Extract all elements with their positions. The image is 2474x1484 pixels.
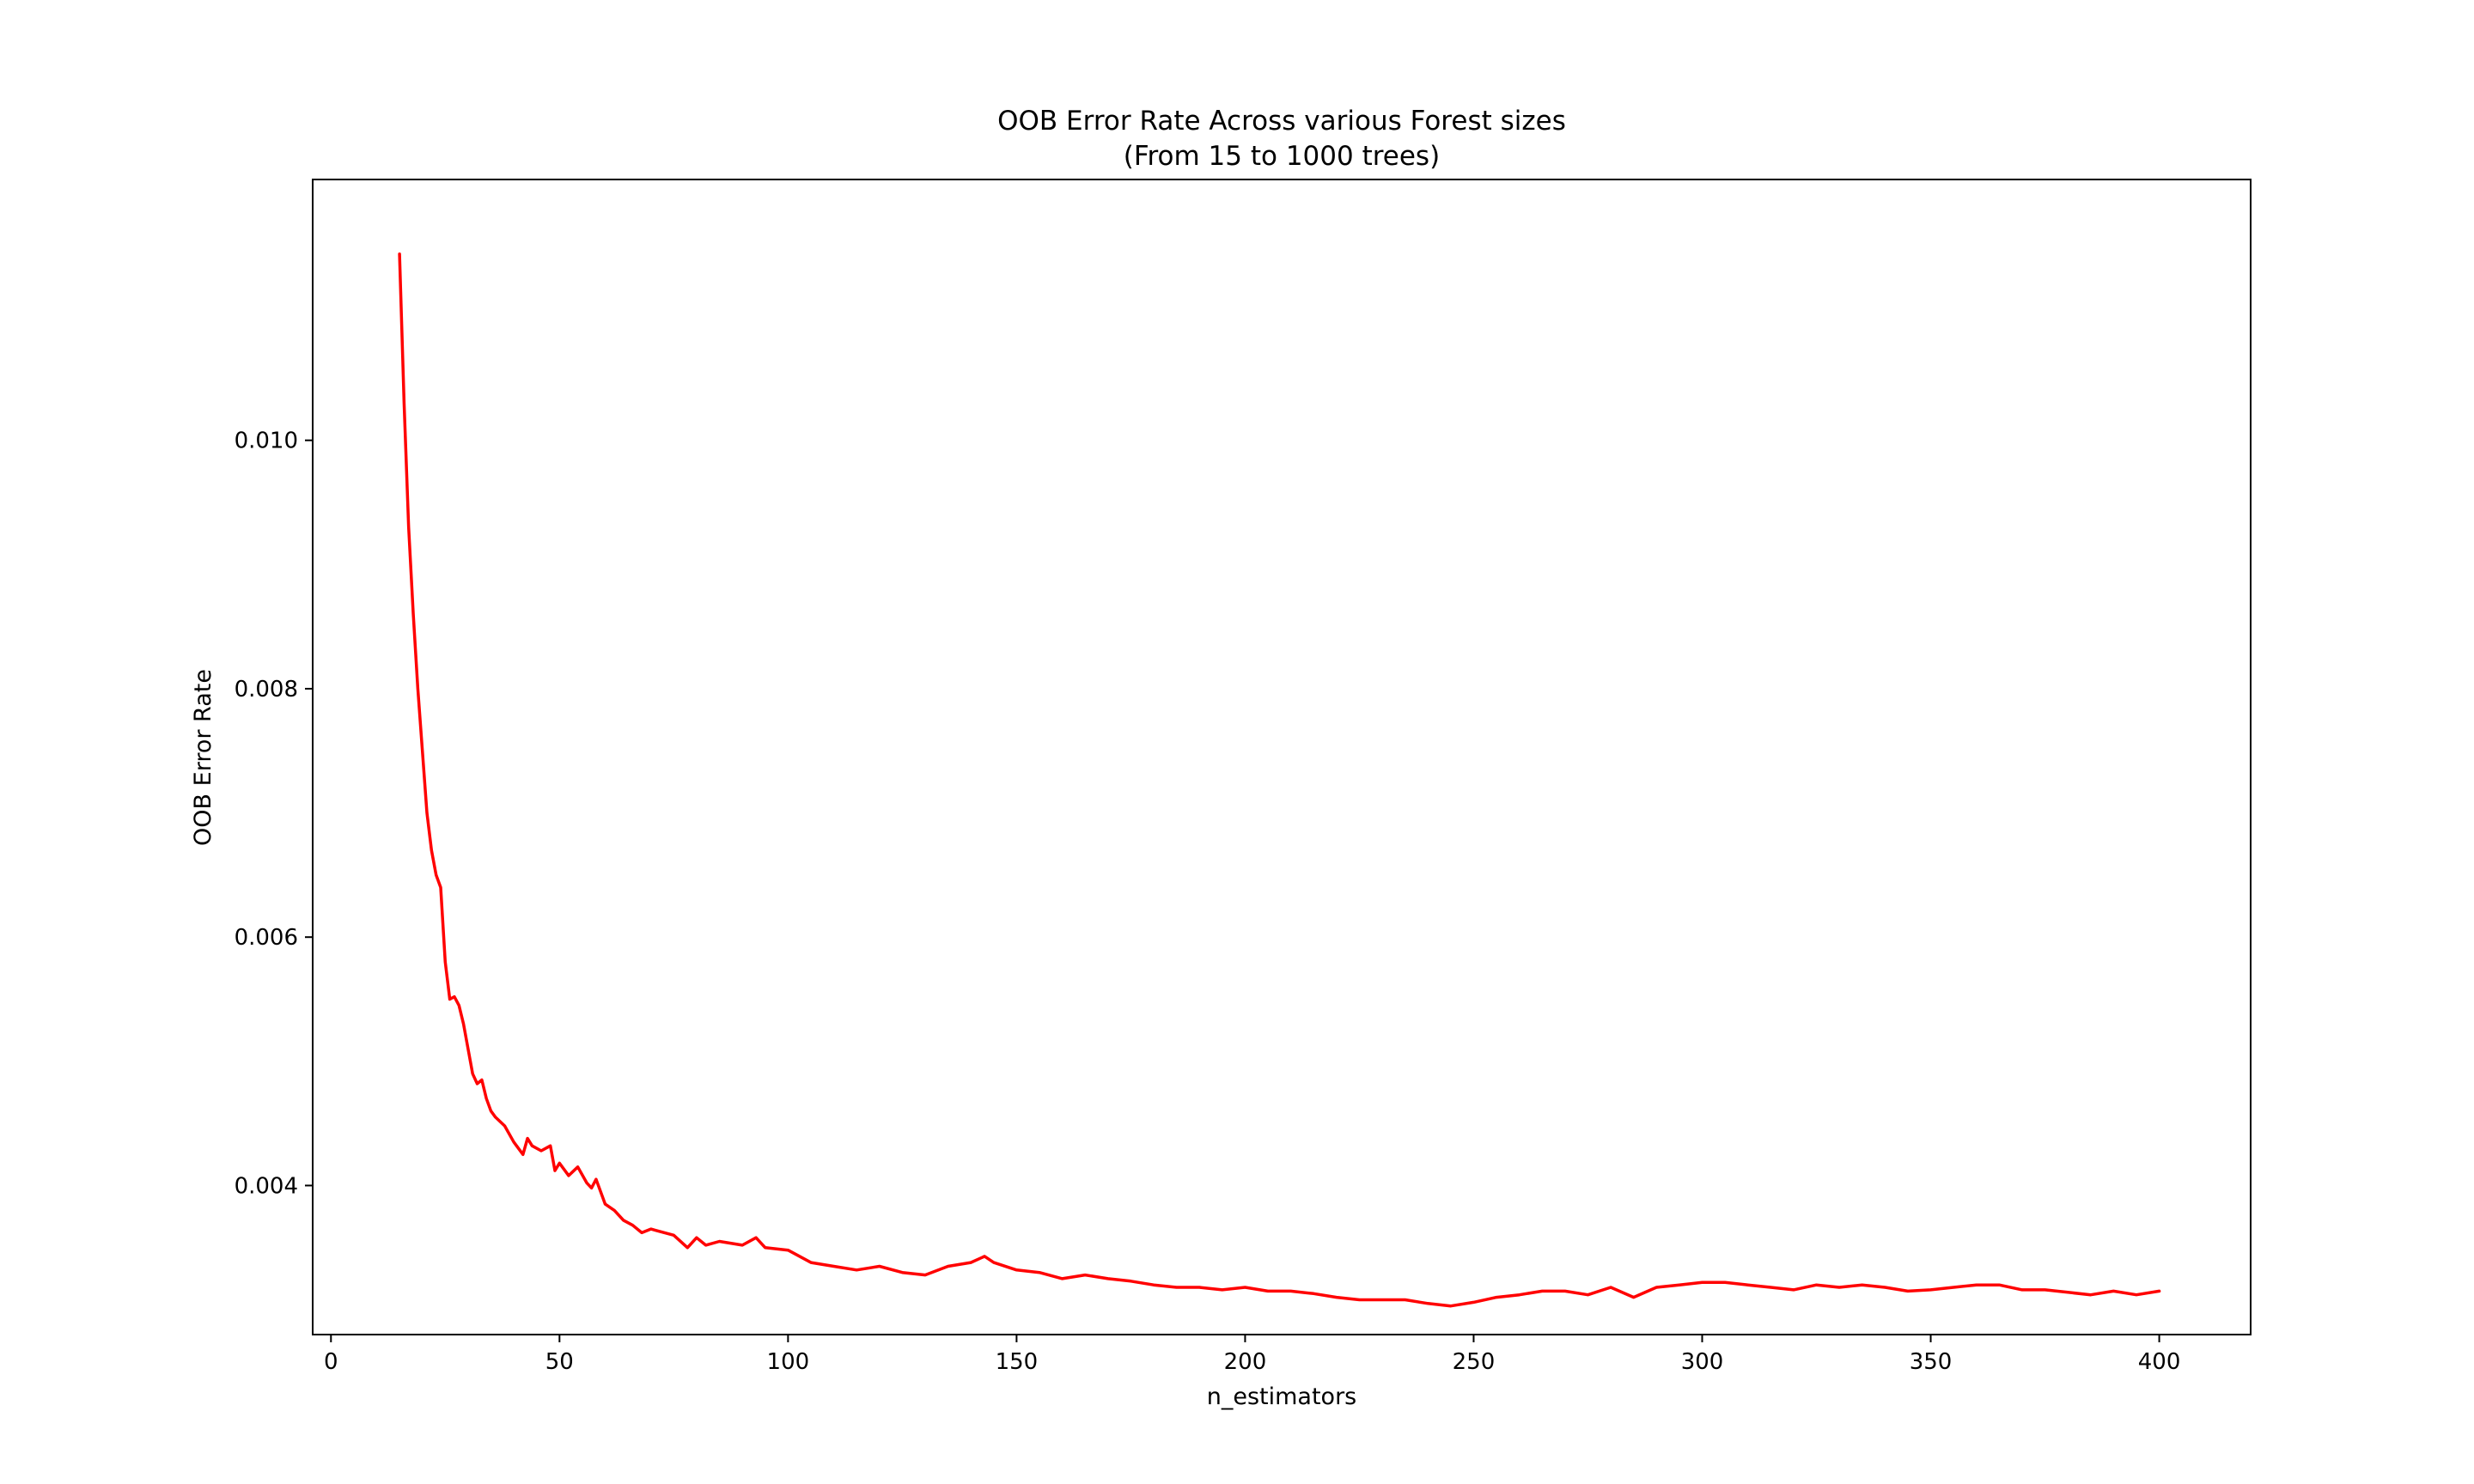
y-tick-label: 0.010 — [235, 429, 298, 454]
y-axis-label: OOB Error Rate — [190, 669, 216, 846]
chart-title: OOB Error Rate Across various Forest siz… — [997, 106, 1566, 137]
x-tick-label: 0 — [324, 1349, 338, 1375]
x-tick-label: 300 — [1681, 1349, 1724, 1375]
x-tick-label: 250 — [1453, 1349, 1496, 1375]
y-axis: 0.004 0.006 0.008 0.010 — [235, 429, 313, 1199]
y-tick-label: 0.004 — [235, 1173, 298, 1199]
x-axis: 0 50 100 150 200 250 300 350 400 — [324, 1335, 2180, 1375]
x-tick-label: 50 — [545, 1349, 574, 1375]
x-tick-label: 350 — [1910, 1349, 1953, 1375]
chart-subtitle: (From 15 to 1000 trees) — [1124, 141, 1440, 172]
x-tick-label: 100 — [767, 1349, 810, 1375]
y-tick-label: 0.008 — [235, 677, 298, 702]
x-tick-label: 200 — [1224, 1349, 1267, 1375]
series-line-oob-error — [398, 252, 2161, 1308]
plot-area-frame — [312, 179, 2252, 1335]
x-axis-label: n_estimators — [1207, 1384, 1357, 1410]
y-tick-label: 0.006 — [235, 925, 298, 951]
x-tick-label: 150 — [996, 1349, 1039, 1375]
x-tick-label: 400 — [2138, 1349, 2181, 1375]
